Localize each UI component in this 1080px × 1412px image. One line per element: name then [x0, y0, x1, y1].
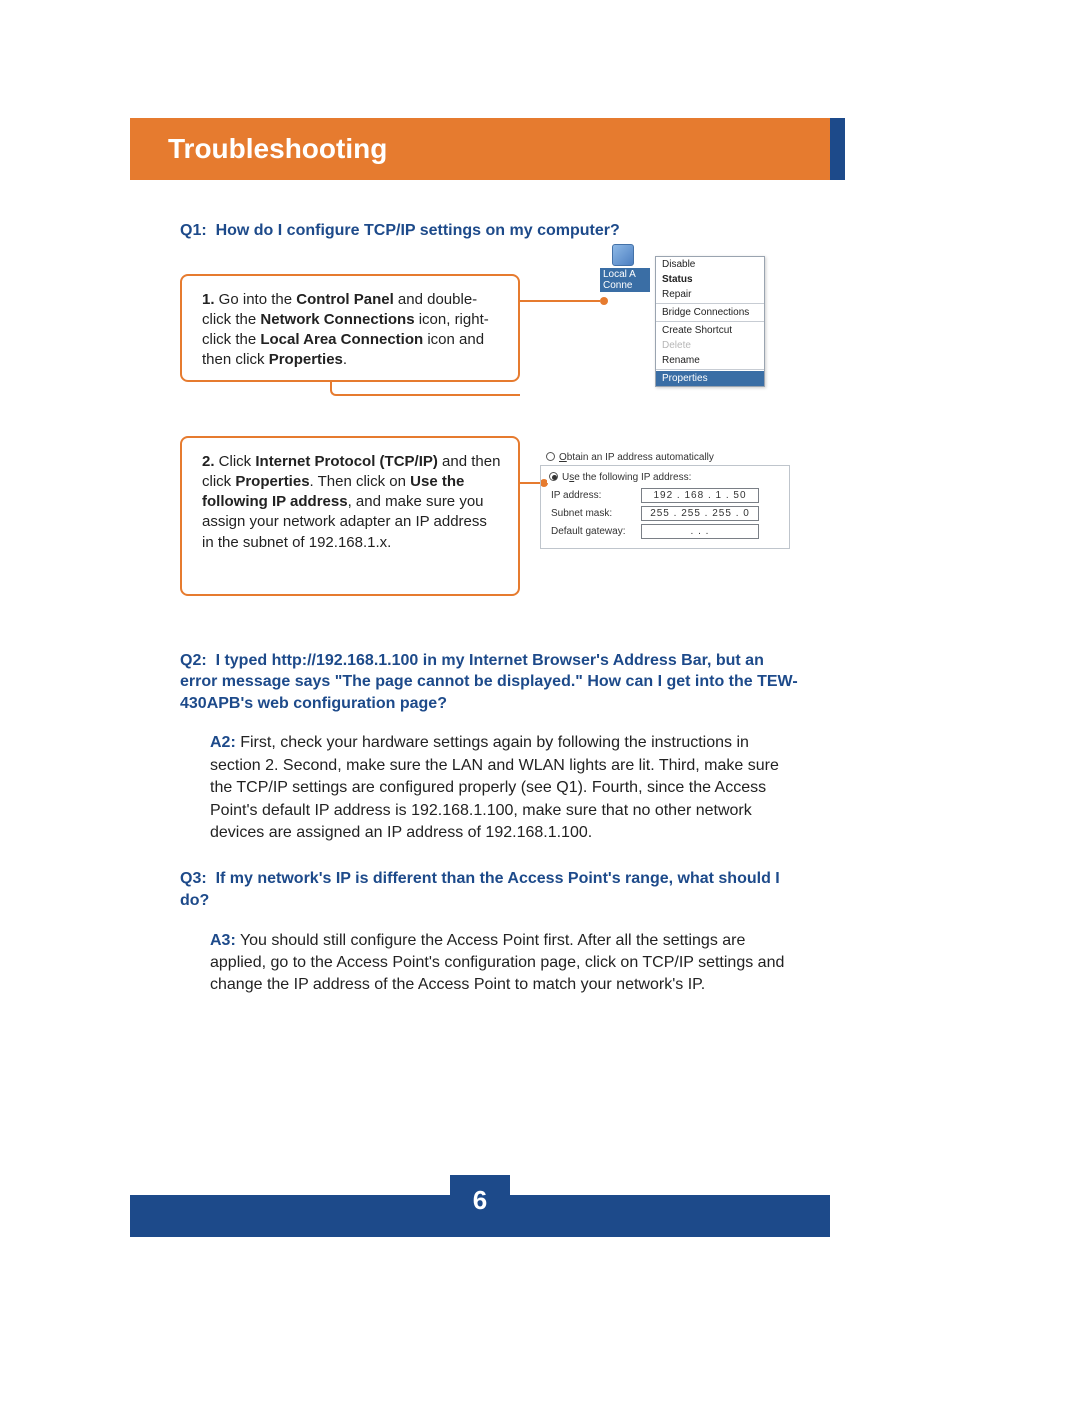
step2-box: 2. Click Internet Protocol (TCP/IP) and … [180, 436, 520, 596]
q2-heading: Q2: I typed http://192.168.1.100 in my I… [180, 650, 800, 715]
a2-label: A2: [210, 734, 236, 751]
q3-heading: Q3: If my network's IP is different than… [180, 868, 800, 911]
footer-bar-left [130, 1195, 450, 1237]
footer-bar-right [510, 1195, 830, 1237]
nic-label: Local A Conne [600, 268, 650, 292]
ctx-disable: Disable [656, 257, 764, 272]
ctx-sep [656, 303, 764, 304]
ctx-rename: Rename [656, 353, 764, 368]
q1-label: Q1: [180, 222, 207, 239]
page-content: Troubleshooting Q1: How do I configure T… [130, 118, 950, 1021]
q3-answer: A3: You should still configure the Acces… [210, 930, 800, 997]
ctx-status: Status [656, 272, 764, 287]
q1-text: How do I configure TCP/IP settings on my… [216, 222, 620, 239]
step1-box: 1. Go into the Control Panel and double-… [180, 274, 520, 382]
q3-text: If my network's IP is different than the… [180, 870, 780, 909]
q2-label: Q2: [180, 652, 207, 669]
ctx-properties: Properties [656, 371, 764, 386]
q2-text: I typed http://192.168.1.100 in my Inter… [180, 652, 798, 712]
step1-connector [520, 300, 600, 302]
body: Q1: How do I configure TCP/IP settings o… [130, 180, 810, 997]
a2-text: First, check your hardware settings agai… [210, 734, 779, 841]
ip-row-gw: Default gateway: . . . [551, 524, 783, 539]
a3-label: A3: [210, 932, 236, 949]
ip-fieldset: Use the following IP address: IP address… [540, 465, 790, 549]
radio-manual: Use the following IP address: [547, 472, 693, 483]
q2-answer: A2: First, check your hardware settings … [210, 732, 800, 844]
q1-heading: Q1: How do I configure TCP/IP settings o… [180, 220, 800, 242]
section-title: Troubleshooting [168, 133, 387, 165]
a3-text: You should still configure the Access Po… [210, 932, 784, 994]
ctx-bridge: Bridge Connections [656, 305, 764, 320]
step2-connector [520, 482, 540, 484]
nic-icon [612, 244, 634, 266]
step1-num: 1. [202, 291, 215, 308]
ip-settings-mock: Obtain an IP address automatically Use t… [540, 450, 790, 549]
section-header: Troubleshooting [130, 118, 830, 180]
ip-row-addr: IP address:192 . 168 . 1 . 50 [551, 488, 783, 503]
radio-auto: Obtain an IP address automatically [546, 452, 790, 463]
ctx-sep [656, 321, 764, 322]
step1-tail [330, 382, 520, 396]
context-menu: Disable Status Repair Bridge Connections… [655, 256, 765, 387]
ip-row-mask: Subnet mask:255 . 255 . 255 . 0 [551, 506, 783, 521]
q3-label: Q3: [180, 870, 207, 887]
ctx-shortcut: Create Shortcut [656, 323, 764, 338]
footer: 6 [130, 1175, 830, 1245]
page-number: 6 [450, 1175, 510, 1237]
step2-num: 2. [202, 453, 215, 470]
q1-steps: 1. Go into the Control Panel and double-… [180, 260, 800, 620]
ctx-repair: Repair [656, 287, 764, 302]
ctx-delete: Delete [656, 338, 764, 353]
ctx-sep [656, 369, 764, 370]
header-accent [830, 118, 845, 180]
